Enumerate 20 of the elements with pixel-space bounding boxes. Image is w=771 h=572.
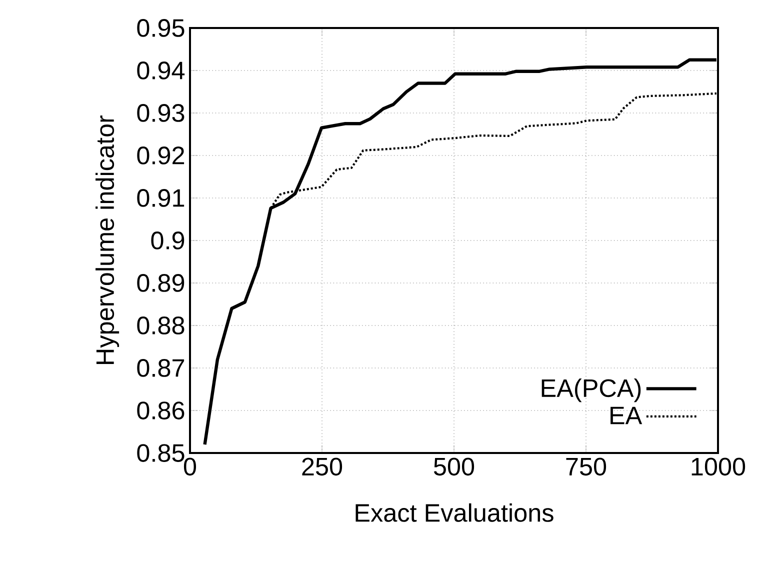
y-axis-title: Hypervolume indicator: [96, 115, 120, 364]
x-tick-label: 1000: [692, 458, 746, 476]
text: 0.9: [151, 232, 184, 250]
legend-label: EA: [610, 406, 642, 424]
y-tick-label: 0.93: [137, 104, 184, 122]
y-tick-label: 0.89: [137, 274, 184, 292]
x-tick-label: 0: [184, 458, 196, 476]
y-tick-label: 0.88: [137, 316, 184, 334]
x-axis-title: Exact Evaluations: [356, 503, 554, 522]
y-tick-label: 0.86: [137, 402, 184, 420]
y-tick-label: 0.92: [137, 146, 184, 164]
y-tick-label: 0.87: [137, 359, 184, 377]
y-tick-label: 0.95: [137, 19, 184, 37]
y-tick-label: 0.91: [137, 189, 184, 207]
x-tick-label: 750: [566, 458, 606, 476]
x-tick-label: 250: [302, 458, 342, 476]
legend-label: EA(PCA): [542, 378, 641, 402]
x-tick-label: 500: [434, 458, 474, 476]
y-tick-label: 0.85: [137, 444, 184, 462]
y-tick-label: 0.94: [137, 62, 185, 80]
